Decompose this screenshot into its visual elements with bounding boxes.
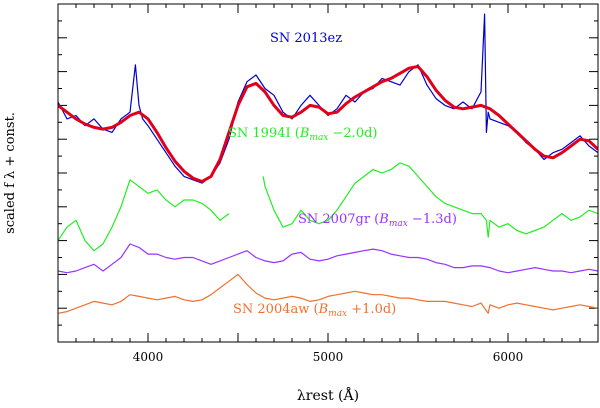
- axis-ticks: [57, 3, 599, 343]
- x-tick-labels: 4000 5000 6000: [133, 350, 524, 364]
- series-line-sn-2013ez-smoothed-fit: [58, 65, 598, 183]
- label-sn2013ez: SN 2013ez: [270, 31, 342, 46]
- series-layer: [58, 13, 598, 314]
- plot-frame: [57, 3, 599, 343]
- y-axis-label: scaled f λ + const.: [3, 112, 18, 234]
- label-sn1994i: SN 1994I (Bmax −2.0d): [228, 126, 377, 143]
- label-sn2004aw: SN 2004aw (Bmax +1.0d): [233, 302, 396, 319]
- x-tick-label: 5000: [313, 350, 344, 364]
- series-line-sn-2007gr: [58, 243, 598, 274]
- label-sn2007gr: SN 2007gr (Bmax −1.3d): [298, 212, 457, 229]
- x-tick-label: 6000: [493, 350, 524, 364]
- series-line-sn-2004aw: [58, 273, 598, 314]
- series-line-sn-1994i: [58, 162, 598, 252]
- x-tick-label: 4000: [133, 350, 164, 364]
- x-axis-label: λrest (Å): [297, 386, 359, 404]
